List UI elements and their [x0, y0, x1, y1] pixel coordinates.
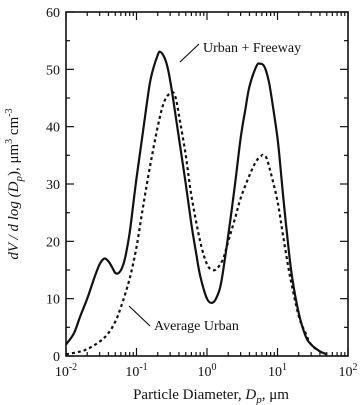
y-axis-title: dV / d log (Dp), μm3 cm-3: [4, 108, 25, 259]
annotation-leader-average-urban: [128, 305, 151, 327]
axis-titles: Particle Diameter, Dp, μm dV / d log (Dp)…: [4, 108, 289, 405]
annotation-urban-freeway: Urban + Freeway: [203, 41, 301, 56]
x-tick-label: 10-2: [55, 362, 77, 380]
y-tick-label: 10: [46, 293, 60, 308]
y-tick-label: 20: [46, 235, 60, 250]
annotations: Urban + Freeway Average Urban: [128, 41, 301, 334]
plot-frame: [65, 11, 349, 357]
series-average-urban-line: [65, 91, 328, 356]
x-tick-label: 102: [339, 362, 358, 380]
series-urban-freeway-line: [65, 50, 328, 356]
x-axis-title: Particle Diameter, Dp, μm: [133, 387, 289, 405]
annotation-average-urban: Average Urban: [154, 319, 239, 334]
y-tick-label: 30: [46, 178, 60, 193]
y-tick-label: 0: [53, 350, 60, 365]
x-tick-label: 101: [268, 362, 287, 380]
y-tick-label: 50: [46, 63, 60, 78]
ticks: [65, 11, 349, 357]
y-tick-label: 40: [46, 121, 60, 136]
annotation-leader-urban-freeway: [179, 43, 200, 63]
x-tick-label: 10-1: [125, 362, 147, 380]
x-tick-label: 100: [198, 362, 217, 380]
series-layer: [65, 50, 328, 356]
y-tick-label: 60: [46, 6, 60, 21]
